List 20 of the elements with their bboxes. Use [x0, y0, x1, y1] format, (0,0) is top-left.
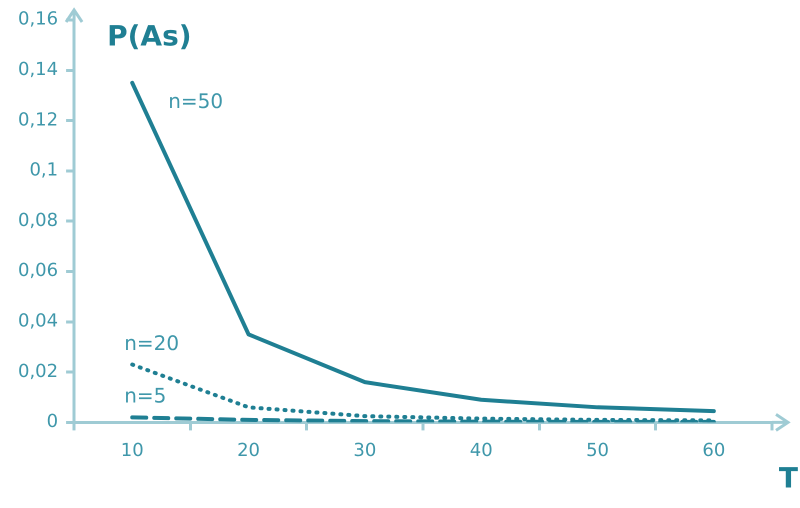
- y-tick-label: 0,14: [18, 58, 58, 80]
- x-tick-label: 30: [353, 440, 376, 461]
- series-label: n=20: [124, 330, 180, 355]
- y-tick-label: 0,12: [18, 109, 58, 130]
- y-tick-label: 0,02: [18, 360, 58, 382]
- y-tick-label: 0: [46, 411, 58, 432]
- y-tick-label: 0,08: [18, 210, 58, 231]
- series-label: n=50: [168, 89, 224, 114]
- y-tick-label: 0,1: [29, 160, 58, 181]
- series-label: n=5: [124, 384, 166, 408]
- y-tick-label: 0,04: [18, 310, 58, 332]
- x-tick-label: 20: [237, 440, 260, 461]
- y-axis-title: P(As): [107, 19, 192, 52]
- x-tick-label: 40: [470, 440, 493, 461]
- y-tick-label: 0,06: [18, 260, 58, 282]
- y-tick-label: 0,16: [18, 8, 58, 30]
- x-axis-title: T: [778, 462, 798, 495]
- x-tick-label: 10: [120, 440, 144, 461]
- x-tick-label: 60: [702, 440, 726, 461]
- x-tick-label: 50: [586, 440, 609, 461]
